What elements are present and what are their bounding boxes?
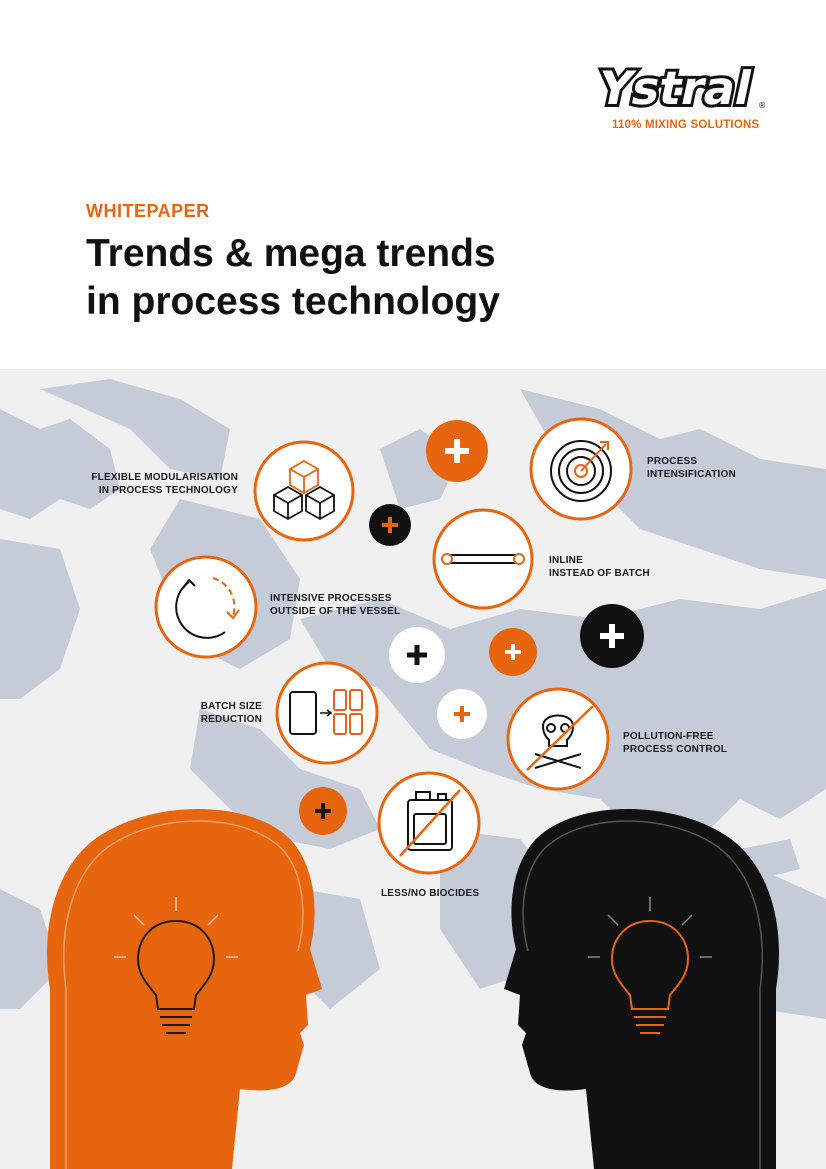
label-line: LESS/NO BIOCIDES [381,888,480,899]
brand-tagline: 110% MIXING SOLUTIONS [612,119,760,131]
hero-illustration: FLEXIBLE MODULARISATION IN PROCESS TECHN… [0,369,826,1169]
stacked-cubes-icon [253,440,355,542]
label-line: INTENSIVE PROCESSES [270,593,392,604]
logo-wordmark-text: Ystral [592,61,756,114]
ystral-wordmark: Ystral ® [592,58,766,116]
trend-label-modularisation: FLEXIBLE MODULARISATION IN PROCESS TECHN… [60,471,238,497]
plus-icon [580,604,644,668]
label-line: IN PROCESS TECHNOLOGY [98,485,238,496]
crossed-skull-icon [506,687,610,791]
black-head-silhouette [504,809,779,1169]
label-line: POLLUTION-FREE [623,731,714,742]
circular-arrow-icon [154,555,258,659]
title-line-2: in process technology [86,280,500,323]
label-line: REDUCTION [200,714,262,725]
label-line: FLEXIBLE MODULARISATION [91,472,238,483]
page-title: Trends & mega trends in process technolo… [86,230,606,326]
plus-icon [489,628,537,676]
label-line: PROCESS [647,456,698,467]
inline-pipe-icon [432,508,534,610]
registered-mark: ® [758,101,766,110]
label-line: BATCH SIZE [200,701,262,712]
target-icon [529,417,633,521]
trend-label-batch-size: BATCH SIZE REDUCTION [160,700,262,726]
plus-icon [389,627,445,683]
lightbulb-icon [136,919,216,1034]
trend-label-pollution-free: POLLUTION-FREE PROCESS CONTROL [623,730,727,756]
label-line: INLINE [549,555,583,566]
lightbulb-icon-orange [610,919,690,1034]
title-line-1: Trends & mega trends [86,232,496,275]
plus-icon [437,689,487,739]
trend-label-inline: INLINE INSTEAD OF BATCH [549,554,650,580]
plus-icon [299,787,347,835]
label-line: INTENSIFICATION [647,469,736,480]
plus-icon [426,420,488,482]
trend-label-intensification: PROCESS INTENSIFICATION [647,455,736,481]
document-type-label: WHITEPAPER [86,201,210,221]
orange-head-silhouette [47,809,322,1169]
label-line: INSTEAD OF BATCH [549,568,650,579]
trend-label-intensive-processes: INTENSIVE PROCESSES OUTSIDE OF THE VESSE… [270,592,400,618]
trend-label-biocides: LESS/NO BIOCIDES [381,887,479,900]
ystral-logo: Ystral ® [592,56,768,136]
plus-icon [369,504,411,546]
split-batch-icon [275,661,379,765]
label-line: OUTSIDE OF THE VESSEL [270,606,401,617]
label-line: PROCESS CONTROL [623,744,728,755]
crossed-canister-icon [377,771,481,875]
